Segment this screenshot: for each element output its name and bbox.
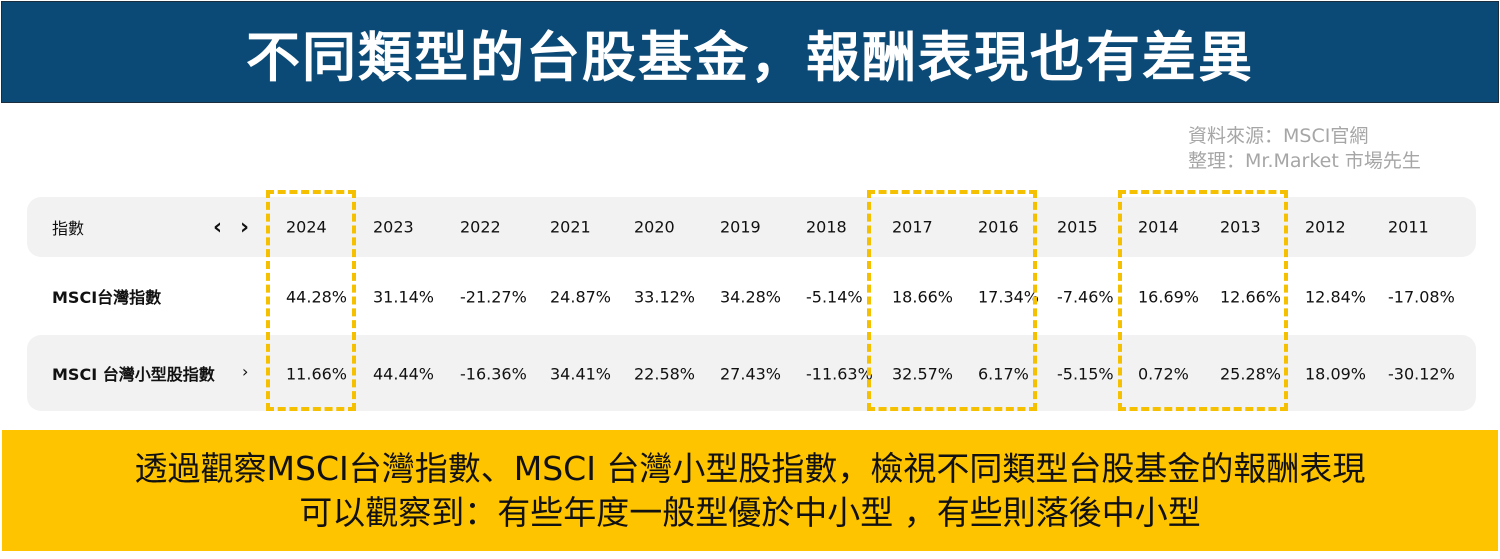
year-header: 2015 [1057,217,1098,237]
row-label-msci-taiwan-small-cap[interactable]: MSCI 台灣小型股指數 [52,365,215,384]
table-cell: -16.36% [460,364,527,384]
next-arrow-icon[interactable]: › [240,215,250,240]
table-cell: -7.46% [1057,287,1114,307]
year-header: 2022 [460,217,501,237]
table-cell: 25.28% [1220,364,1282,384]
table-cell: 6.17% [978,364,1029,384]
table-cell: 24.87% [550,287,612,307]
table-cell: -30.12% [1388,364,1455,384]
table-cell: -21.27% [460,287,527,307]
source-line: 資料來源：MSCI官網 [1188,125,1369,147]
table-cell: -11.63% [806,364,873,384]
summary-line-2: 可以觀察到：有些年度一般型優於中小型 ，有些則落後中小型 [299,492,1201,532]
highlight-box-2014-2013 [1118,190,1288,411]
table-cell: 22.58% [634,364,696,384]
table-cell: 12.84% [1305,287,1367,307]
table-cell: 17.34% [978,287,1040,307]
year-header: 2014 [1138,217,1179,237]
table-cell: 0.72% [1138,364,1189,384]
year-header: 2019 [720,217,761,237]
table-cell: 34.41% [550,364,612,384]
year-header: 2018 [806,217,847,237]
table-cell: -5.14% [806,287,863,307]
summary-line-1: 透過觀察MSCI台灣指數、MSCI 台灣小型股指數，檢視不同類型台股基金的報酬表… [134,448,1366,488]
table-cell: 16.69% [1138,287,1200,307]
summary-banner: 透過觀察MSCI台灣指數、MSCI 台灣小型股指數，檢視不同類型台股基金的報酬表… [2,430,1498,551]
source-note: 資料來源：MSCI官網 整理：Mr.Market 市場先生 [1188,124,1421,174]
year-header: 2021 [550,217,591,237]
year-header: 2016 [978,217,1019,237]
page-title: 不同類型的台股基金，報酬表現也有差異 [246,25,1254,89]
table-cell: 11.66% [286,364,348,384]
highlight-box-2024 [266,190,356,411]
header-label: 指數 [52,219,85,238]
year-header: 2013 [1220,217,1261,237]
table-cell: 27.43% [720,364,782,384]
table-cell: -5.15% [1057,364,1114,384]
highlight-box-2017-2016 [867,190,1037,411]
year-header: 2011 [1388,217,1429,237]
row-label-msci-taiwan: MSCI台灣指數 [52,288,162,307]
table-cell: 34.28% [720,287,782,307]
year-header: 2017 [892,217,933,237]
year-header: 2020 [634,217,675,237]
chevron-right-icon[interactable]: › [242,362,249,381]
table-cell: 33.12% [634,287,696,307]
table-cell: 18.66% [892,287,954,307]
table-cell: 31.14% [373,287,435,307]
editor-line: 整理：Mr.Market 市場先生 [1188,150,1421,172]
title-banner: 不同類型的台股基金，報酬表現也有差異 [1,1,1499,103]
table-cell: -17.08% [1388,287,1455,307]
year-header: 2023 [373,217,414,237]
table-cell: 44.28% [286,287,348,307]
table-cell: 44.44% [373,364,435,384]
table-cell: 32.57% [892,364,954,384]
prev-arrow-icon[interactable]: ‹ [213,215,223,240]
year-header: 2012 [1305,217,1346,237]
year-header: 2024 [286,217,327,237]
table-cell: 18.09% [1305,364,1367,384]
table-cell: 12.66% [1220,287,1282,307]
